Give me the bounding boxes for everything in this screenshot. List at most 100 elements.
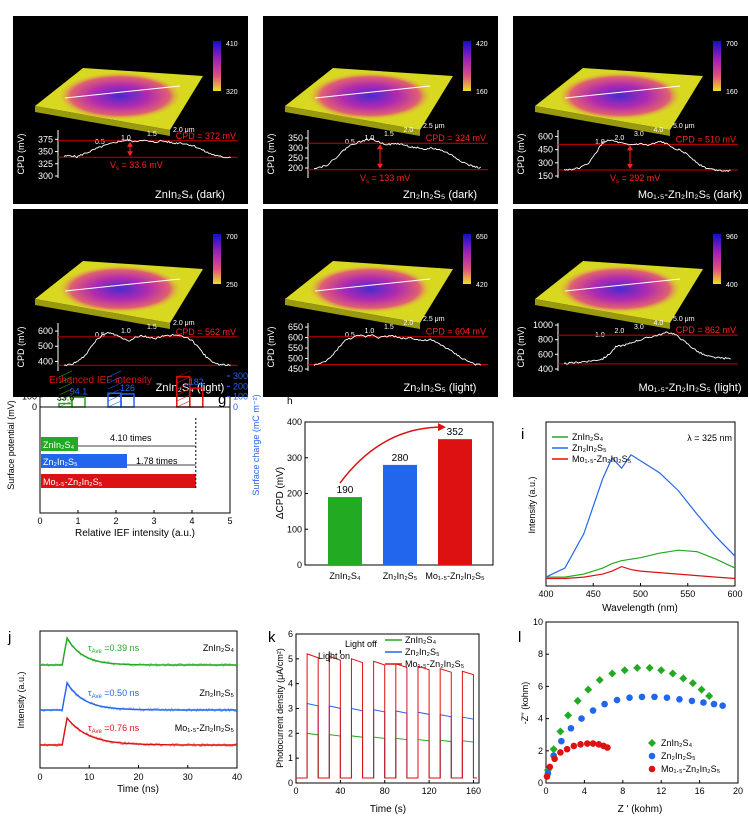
legend-label: Mo₁.₅-Zn₂In₂S₅ (572, 454, 632, 464)
axes-frame (39, 371, 231, 514)
color-bar-min-label: 160 (476, 89, 488, 96)
scale-tick-label: 5.0 μm (673, 316, 695, 323)
y-tick-label: 100 (287, 524, 302, 534)
panel-letter-g: g (218, 391, 226, 408)
data-point (705, 692, 714, 701)
data-point (633, 663, 642, 672)
label-part: τ (88, 643, 92, 653)
data-point (549, 745, 558, 754)
y-tick-label: 400 (38, 356, 53, 366)
scale-tick-label: 2.0 (404, 127, 414, 134)
y-tick-label: 0 (32, 402, 37, 412)
scale-tick-label: 4.0 (654, 320, 664, 327)
label-part: =0.76 ns (102, 723, 140, 733)
scale-tick-label: 1.0 (121, 328, 131, 335)
scale-tick-label: 2.0 (615, 135, 625, 142)
cpd-profile-line (63, 331, 231, 367)
x-tick-label: 12 (656, 786, 666, 796)
label-part: = 33.6 mV (119, 160, 163, 170)
vs-value-label: Vs = 292 mV (610, 173, 660, 185)
label-part: s (616, 179, 619, 185)
cpd-value-label: CPD = 510 mV (676, 134, 736, 144)
x-axis-label: Z ' (kohm) (618, 804, 663, 815)
x-axis-label: Time (s) (370, 804, 406, 815)
x-tick-label: 4 (582, 786, 587, 796)
photocurrent-series (296, 653, 477, 779)
y-axis-label: ΔCPD (mV) (275, 467, 286, 519)
trend-arrow-head (438, 423, 446, 432)
ief-bar-label: Mo₁.₅-Zn₂In₂S₅ (43, 477, 103, 487)
x-tick-label: 160 (466, 786, 481, 796)
bar (383, 464, 417, 565)
cpd-profile-line (63, 139, 231, 159)
vs-arrow-head (627, 164, 633, 170)
data-point (567, 724, 575, 732)
sample-caption: Zn₂In₂S₅ (light) (404, 382, 477, 394)
bar-hatch (176, 382, 190, 390)
scale-tick-label: 1.5 (147, 131, 157, 138)
x-tick-label: 5 (227, 516, 232, 526)
y-tick-label: 250 (288, 153, 303, 163)
panel-k: 0 40 80 120 160 0 1 2 3 4 5 6 Time (s) Photocurrent d… (275, 629, 481, 815)
y2-tick-label: 300 (233, 371, 248, 381)
x-tick-label: 3 (151, 516, 156, 526)
panel-f: 1.02.03.04.05.0 μm9604004006008001000CPD… (513, 209, 748, 397)
y-tick-label: 500 (38, 341, 53, 351)
y-tick-label: 0 (288, 778, 293, 788)
data-point (613, 696, 621, 704)
x-tick-label: 80 (380, 786, 390, 796)
scale-tick-label: 2.0 (404, 320, 414, 327)
data-point (556, 727, 565, 736)
color-bar (213, 41, 221, 91)
data-point (543, 773, 551, 780)
y-tick-label: 150 (538, 171, 553, 181)
panel-letter-c: c (520, 23, 528, 40)
surface-edge (535, 299, 670, 329)
data-point (557, 749, 564, 756)
series-line (545, 453, 736, 578)
bar-hatch (107, 400, 122, 408)
bar-hatch (58, 400, 73, 408)
axes-frame (545, 621, 739, 784)
panel-l: 0 4 8 12 16 20 0 2 4 6 8 10 Z ' (kohm) -Z'' (kohm) ZnI… (520, 617, 743, 815)
trend-arrow (339, 426, 439, 484)
bar-charge-label: 182 (189, 377, 204, 387)
photocurrent-series (296, 732, 477, 779)
cpd-value-label: CPD = 862 mV (676, 325, 736, 335)
legend-label: ZnIn₂S₄ (572, 432, 604, 442)
x-axis-label: Relative IEF intensity (a.u.) (75, 528, 195, 539)
y-axis-label: CPD (mV) (516, 134, 526, 175)
panel-d: 0.5 1.0 1.5 2.0 μm 700 250 400 500 600 CPD (mV) CP… (13, 209, 248, 397)
color-bar (713, 41, 721, 91)
y-axis-label: Intensity (a.u.) (16, 671, 26, 728)
panel-letter-a: a (20, 23, 29, 40)
legend-label: ZnIn₂S₄ (661, 738, 693, 748)
x-tick-label: 40 (335, 786, 345, 796)
bar-value-label: 190 (337, 485, 354, 496)
y-tick-label: 400 (287, 417, 302, 427)
y-tick-label: 200 (288, 163, 303, 173)
panel-c: 1.0 2.0 3.0 4.0 5.0 μm 700 160 150 300 450 600 CPD … (513, 16, 748, 204)
color-bar (463, 234, 471, 284)
scale-tick-label: 1.5 (384, 324, 394, 331)
ratio-label: 4.10 times (110, 433, 152, 443)
label-part: =0.39 ns (102, 643, 140, 653)
label-part: V (610, 173, 616, 183)
scale-tick-label: 1.0 (595, 139, 605, 146)
scan-line (564, 278, 681, 292)
surface-feature (558, 72, 682, 120)
x-axis-label: Time (ns) (117, 784, 159, 795)
sample-label: Zn₂In₂S₅ (199, 688, 234, 698)
ratio-label: 1.78 times (136, 456, 178, 466)
scan-line (564, 85, 681, 99)
label-part: = 133 mV (369, 173, 410, 183)
bar-potential-label: 292 (176, 366, 191, 376)
bar (438, 439, 472, 565)
legend-marker (648, 752, 656, 760)
panel-letter-i: i (521, 426, 524, 443)
color-bar-max-label: 650 (476, 234, 488, 241)
y-tick-label: 600 (38, 326, 53, 336)
label-part: s (366, 179, 369, 185)
x-tick-label: 8 (620, 786, 625, 796)
legend-label: Zn₂In₂S₅ (405, 647, 440, 657)
